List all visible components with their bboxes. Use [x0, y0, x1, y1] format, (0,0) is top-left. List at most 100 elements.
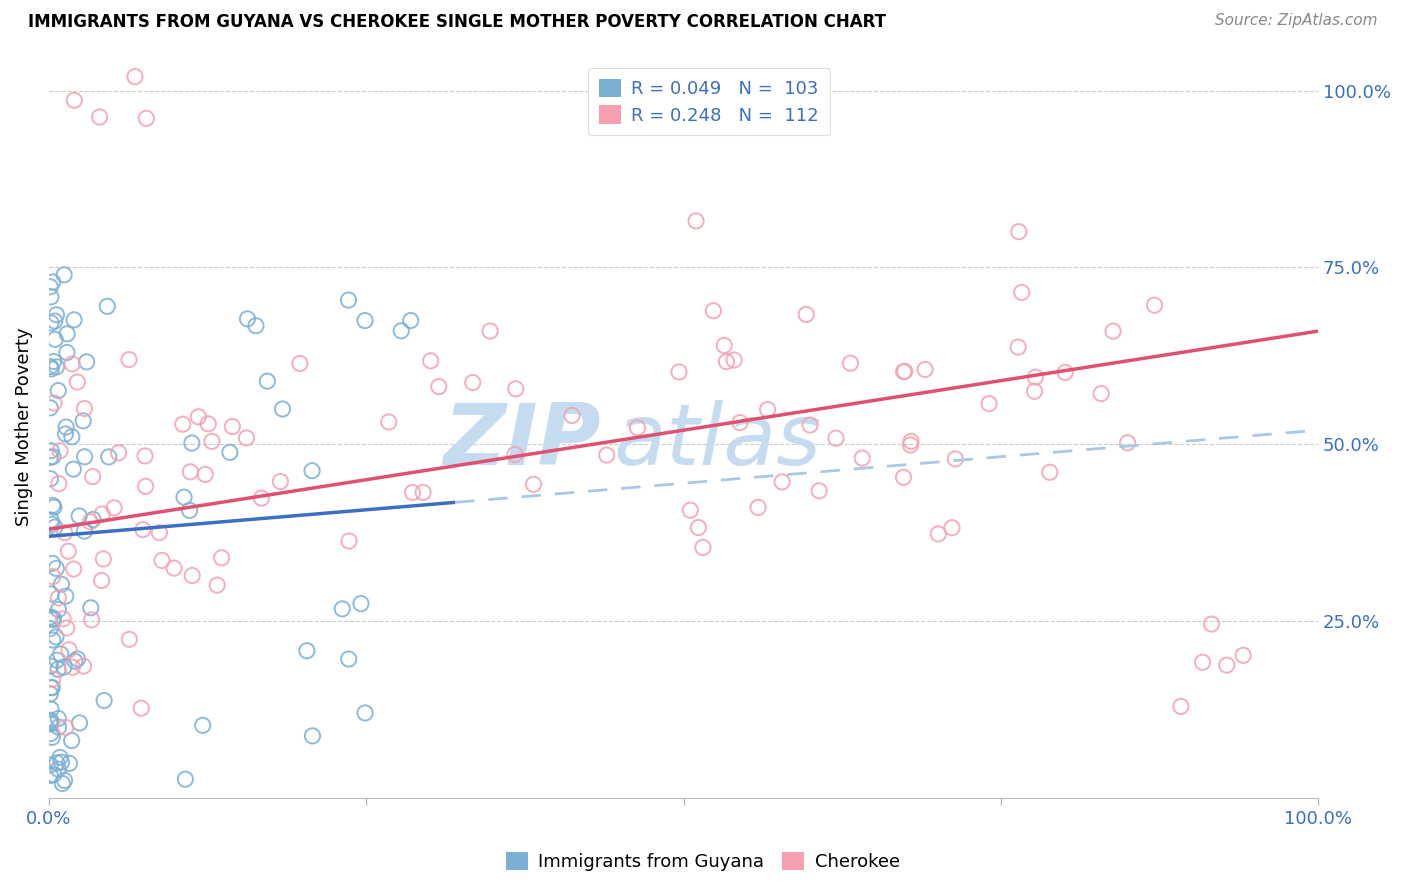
Point — [337, 293, 360, 307]
Point — [124, 70, 146, 84]
Point — [41, 681, 63, 695]
Point — [236, 311, 259, 326]
Point — [55, 427, 77, 442]
Point — [39, 280, 62, 294]
Point — [626, 421, 648, 435]
Point — [42, 354, 65, 368]
Point — [51, 755, 73, 769]
Point — [235, 431, 257, 445]
Point — [150, 553, 173, 567]
Point — [756, 402, 779, 417]
Point — [46, 384, 69, 398]
Point — [197, 417, 219, 431]
Point — [39, 450, 62, 465]
Point — [723, 353, 745, 368]
Point — [211, 550, 233, 565]
Point — [129, 701, 152, 715]
Point — [41, 613, 63, 627]
Point — [1201, 617, 1223, 632]
Point — [295, 644, 318, 658]
Point — [39, 702, 62, 716]
Point — [73, 524, 96, 538]
Point — [73, 450, 96, 464]
Point — [89, 110, 111, 124]
Point — [1011, 285, 1033, 300]
Point — [1007, 340, 1029, 354]
Point — [134, 449, 156, 463]
Point — [69, 715, 91, 730]
Point — [419, 353, 441, 368]
Point — [851, 451, 873, 466]
Text: IMMIGRANTS FROM GUYANA VS CHEROKEE SINGLE MOTHER POVERTY CORRELATION CHART: IMMIGRANTS FROM GUYANA VS CHEROKEE SINGL… — [28, 13, 886, 31]
Point — [337, 652, 360, 666]
Point — [73, 401, 96, 416]
Point — [163, 561, 186, 575]
Point — [794, 307, 817, 321]
Point — [48, 591, 70, 605]
Point — [39, 316, 62, 330]
Point — [1054, 366, 1077, 380]
Point — [702, 303, 724, 318]
Point — [1232, 648, 1254, 663]
Point — [46, 711, 69, 725]
Point — [118, 632, 141, 647]
Point — [692, 541, 714, 555]
Point — [256, 374, 278, 388]
Text: ZIP: ZIP — [443, 400, 600, 483]
Point — [39, 768, 62, 782]
Point — [218, 445, 240, 459]
Point — [82, 469, 104, 483]
Point — [96, 299, 118, 313]
Point — [354, 706, 377, 720]
Point — [45, 359, 67, 374]
Point — [93, 693, 115, 707]
Point — [91, 507, 114, 521]
Point — [45, 756, 67, 770]
Point — [49, 443, 72, 458]
Point — [505, 382, 527, 396]
Point — [39, 359, 62, 374]
Point — [53, 525, 76, 540]
Point — [51, 577, 73, 591]
Point — [118, 352, 141, 367]
Point — [41, 517, 63, 532]
Point — [1102, 324, 1125, 338]
Point — [337, 534, 360, 549]
Point — [401, 485, 423, 500]
Point — [45, 561, 67, 575]
Point — [1024, 384, 1046, 399]
Point — [250, 491, 273, 505]
Point — [39, 610, 62, 624]
Legend: Immigrants from Guyana, Cherokee: Immigrants from Guyana, Cherokee — [499, 845, 907, 879]
Point — [80, 600, 103, 615]
Point — [58, 756, 80, 771]
Point — [55, 720, 77, 734]
Point — [39, 714, 62, 728]
Point — [39, 758, 62, 772]
Point — [377, 415, 399, 429]
Point — [914, 362, 936, 376]
Point — [42, 633, 65, 648]
Point — [76, 355, 98, 369]
Point — [93, 552, 115, 566]
Point — [41, 731, 63, 745]
Point — [205, 578, 228, 592]
Point — [269, 475, 291, 489]
Point — [46, 653, 69, 667]
Point — [82, 512, 104, 526]
Point — [389, 324, 412, 338]
Point — [596, 448, 619, 462]
Point — [41, 361, 63, 376]
Text: Source: ZipAtlas.com: Source: ZipAtlas.com — [1215, 13, 1378, 29]
Point — [66, 652, 89, 666]
Point — [66, 375, 89, 389]
Point — [39, 443, 62, 458]
Point — [53, 773, 76, 788]
Point — [56, 326, 79, 341]
Point — [55, 621, 77, 635]
Point — [72, 414, 94, 428]
Legend: R = 0.049   N =  103, R = 0.248   N =  112: R = 0.049 N = 103, R = 0.248 N = 112 — [588, 68, 830, 136]
Point — [180, 436, 202, 450]
Point — [42, 569, 65, 583]
Point — [42, 500, 65, 515]
